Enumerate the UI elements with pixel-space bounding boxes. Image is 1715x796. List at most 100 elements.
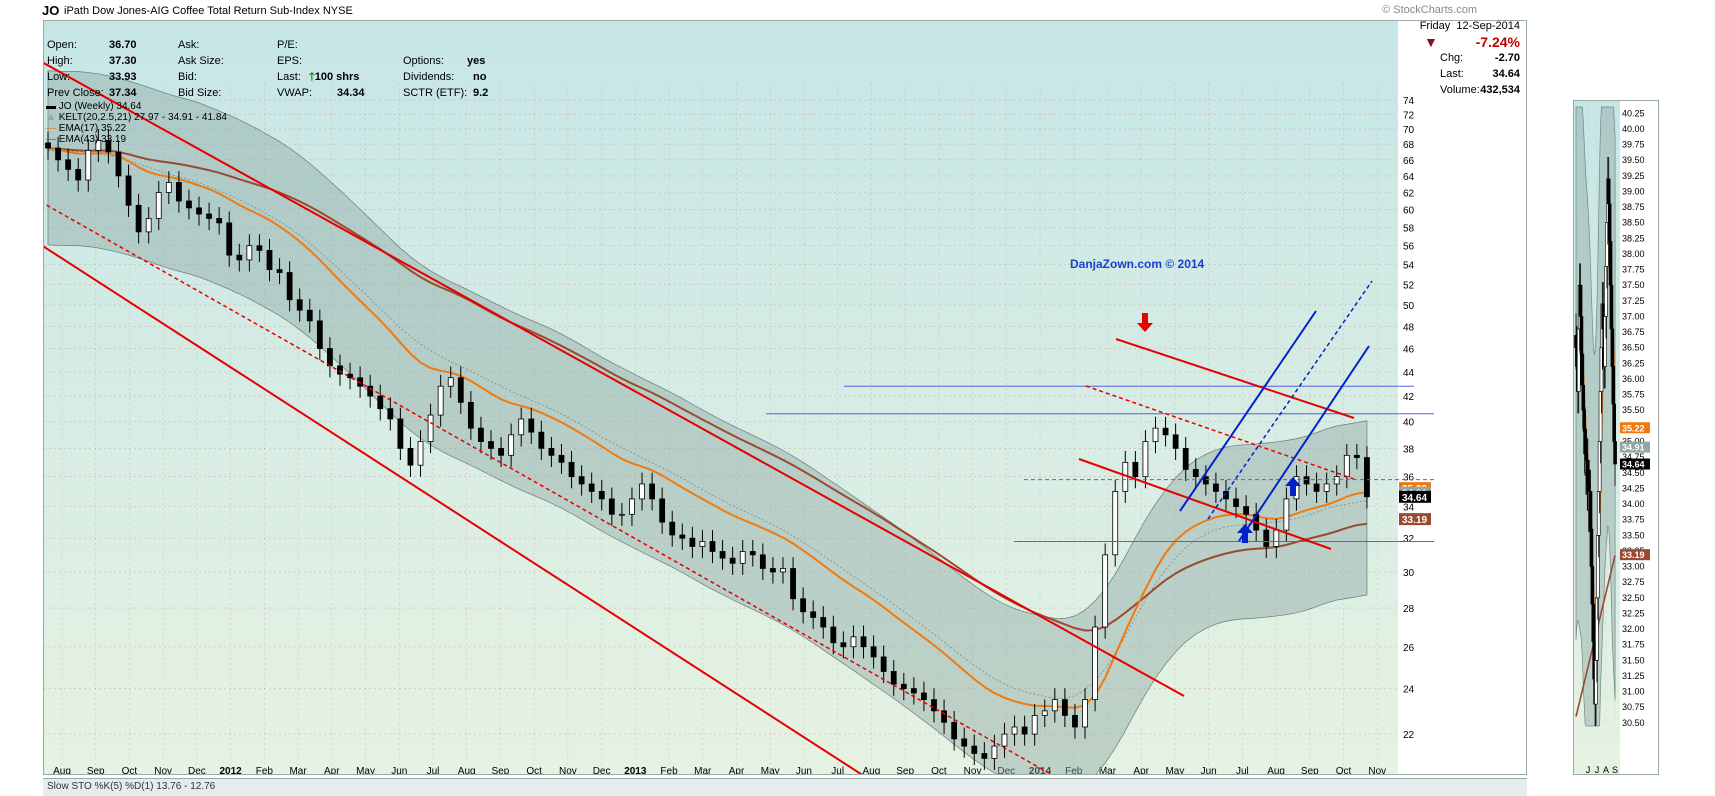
- candle-body: [729, 557, 736, 564]
- uptrend-mid-line: [1207, 280, 1373, 520]
- y-tick-label: 36: [1403, 473, 1415, 484]
- side-y-tick-label: 36.25: [1622, 358, 1645, 368]
- side-x-tick-label: A: [1603, 765, 1609, 775]
- vwap-label: VWAP:: [277, 87, 313, 99]
- candle-body: [548, 447, 555, 456]
- x-tick-label: Mar: [1099, 766, 1117, 775]
- y-tick-label: 44: [1403, 368, 1415, 379]
- candle-body: [991, 745, 998, 759]
- pe-label: P/E:: [277, 39, 298, 51]
- x-tick-label: Aug: [1267, 766, 1285, 775]
- x-tick-label: Nov: [1368, 766, 1386, 775]
- candle-body: [1223, 490, 1229, 500]
- side-y-tick-label: 33.00: [1622, 562, 1645, 572]
- up-arrow-icon: [1237, 524, 1253, 543]
- candle-body: [1323, 483, 1330, 492]
- candle-body: [1172, 434, 1179, 449]
- candle-body: [397, 418, 404, 449]
- candle-body: [749, 551, 756, 556]
- candle-body: [367, 385, 374, 397]
- candle-body: [800, 598, 807, 613]
- candle-body: [407, 447, 414, 466]
- stochastic-label: Slow STO %K(5) %D(1) 13.76 - 12.76: [47, 781, 216, 792]
- candle-body: [608, 498, 615, 515]
- side-price-tag-label: 33.19: [1622, 550, 1645, 560]
- candle-body: [478, 427, 484, 442]
- ask-label: Ask:: [178, 39, 200, 51]
- y-tick-label: 58: [1403, 223, 1415, 234]
- candle-body: [709, 541, 716, 552]
- y-tick-label: 66: [1403, 156, 1415, 167]
- side-y-tick-label: 35.00: [1622, 437, 1645, 447]
- candle-body: [498, 447, 504, 456]
- candle-body: [1162, 427, 1169, 436]
- y-tick-label: 64: [1403, 172, 1415, 183]
- y-tick-label: 32: [1403, 534, 1415, 545]
- candle-body: [1243, 506, 1250, 515]
- x-tick-label: Feb: [1065, 766, 1083, 775]
- candle-body: [377, 395, 384, 410]
- candle-body: [1092, 626, 1098, 701]
- side-y-tick-label: 33.75: [1622, 515, 1645, 525]
- candle-body: [1031, 715, 1038, 735]
- candle-body: [1041, 710, 1048, 716]
- x-tick-label: Feb: [256, 766, 274, 775]
- candle-body: [900, 683, 907, 690]
- high-label: High:: [47, 55, 73, 67]
- daily-chart: 30.50 30.75 31.00 31.25 31.50 31.75 32.00 32.25…: [1574, 101, 1658, 775]
- side-candle-body: [1613, 441, 1617, 465]
- candle-body: [196, 207, 202, 215]
- candle-body: [115, 151, 122, 177]
- chg-label: Chg:: [1440, 52, 1464, 64]
- low-value: 33.93: [109, 71, 137, 83]
- candle-body: [236, 254, 243, 261]
- candle-body: [145, 218, 152, 233]
- side-y-tick-label: 34.75: [1622, 452, 1645, 462]
- candle-body: [467, 401, 474, 429]
- side-y-tick-label: 34.50: [1622, 468, 1645, 478]
- candle-body: [880, 656, 887, 672]
- candle-body: [266, 249, 273, 270]
- options-label: Options:: [403, 55, 444, 67]
- candle-body: [739, 551, 746, 564]
- candle-body: [1343, 454, 1350, 478]
- x-tick-label: May: [761, 766, 780, 775]
- uptrend-lower-line: [1238, 345, 1370, 542]
- side-y-tick-label: 32.75: [1622, 577, 1645, 587]
- candle-body: [306, 309, 313, 322]
- side-y-tick-label: 40.00: [1622, 124, 1645, 134]
- title-bar: JO iPath Dow Jones-AIG Coffee Total Retu…: [0, 0, 1715, 20]
- side-axis-area: [1620, 101, 1658, 774]
- side-price-tag-label: 34.64: [1622, 460, 1645, 470]
- candle-body: [165, 182, 172, 193]
- eps-label: EPS:: [277, 55, 303, 67]
- candle-body: [629, 498, 635, 515]
- side-x-tick-label: J: [1595, 765, 1600, 775]
- side-candles: [1574, 157, 1617, 726]
- candle-body: [870, 646, 877, 658]
- exchange-label: NYSE: [322, 5, 353, 17]
- candle-body: [256, 245, 263, 251]
- price-tag: [1399, 513, 1431, 526]
- candle-body: [850, 636, 857, 648]
- candle-body: [337, 365, 343, 375]
- last-label: Last:: [277, 71, 301, 83]
- open-label: Open:: [47, 39, 77, 51]
- x-tick-label: Oct: [1336, 766, 1352, 775]
- candle-body: [1313, 483, 1320, 492]
- side-price-tag-label: 35.22: [1622, 423, 1645, 433]
- candle-body: [538, 431, 545, 449]
- y-tick-label: 30: [1403, 568, 1415, 579]
- x-tick-label: Oct: [526, 766, 542, 775]
- open-value: 36.70: [109, 39, 137, 51]
- candle-body: [941, 710, 947, 723]
- sctr-value: 9.2: [473, 87, 489, 99]
- up-arrow-icon: [1285, 477, 1301, 496]
- candle-body: [125, 175, 132, 206]
- candle-body: [457, 377, 464, 403]
- y-tick-label: 60: [1403, 206, 1415, 217]
- candle-body: [1364, 457, 1370, 498]
- side-y-tick-label: 37.50: [1622, 280, 1645, 290]
- candle-body: [1303, 476, 1310, 485]
- dividends-value: no: [473, 71, 487, 83]
